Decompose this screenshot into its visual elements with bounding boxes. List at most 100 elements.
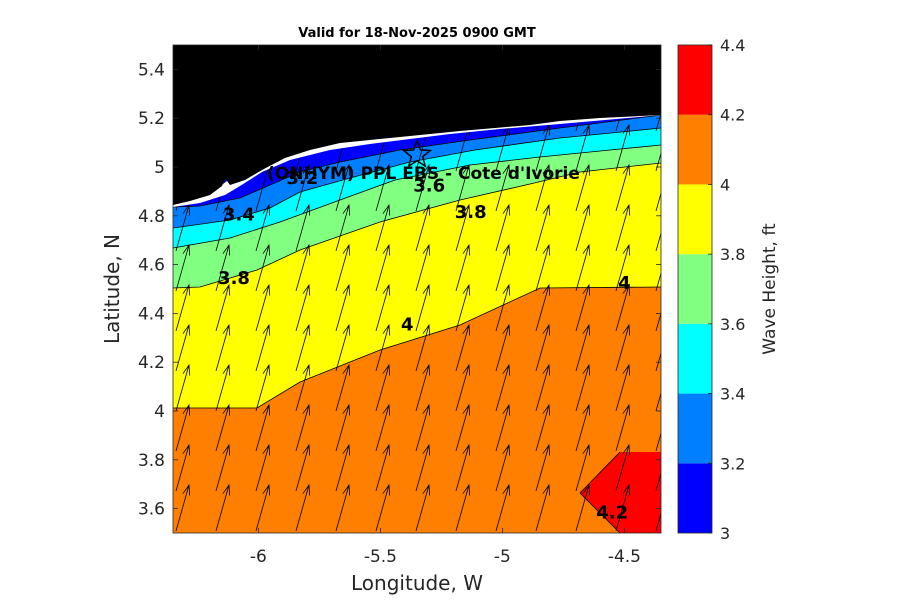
wave-arrow [215,403,231,452]
wave-arrow [575,443,591,492]
colorbar-segment [678,463,712,533]
wave-arrow [295,283,311,332]
wave-arrow [415,443,431,492]
wave-arrow [375,363,391,412]
wave-arrow [455,243,471,292]
wave-arrow [575,123,591,172]
wave-arrow [495,323,511,372]
wave-arrow [175,203,191,252]
wave-arrow [375,243,391,292]
wave-arrow [575,403,591,452]
wave-arrow [335,483,351,532]
wave-arrow [175,283,191,332]
wave-arrow [615,243,631,292]
wave-arrow [455,203,471,252]
colorbar-tick-label: 3.6 [720,315,745,334]
site-star-icon [401,138,433,168]
wave-arrow [455,283,471,332]
wave-arrow [495,483,511,532]
x-tick-label: -6 [250,547,267,567]
wave-arrow [215,363,231,412]
wave-arrow [335,163,351,212]
wave-arrow [615,443,631,492]
wave-arrow [215,243,231,292]
wave-arrow [575,243,591,292]
y-tick-label: 5 [154,158,165,178]
contour-label: 3.2 [286,168,318,189]
wave-arrow [455,323,471,372]
wave-arrow [215,323,231,372]
wave-arrow [295,163,311,212]
wave-arrow [335,363,351,412]
wave-arrow [655,471,661,492]
colorbar-tick-label: 4.2 [720,106,745,125]
wave-arrow [215,283,231,332]
x-axis-ticks: -6 -5.5 -5 -4.5 [250,45,641,567]
wave-arrow [655,191,661,212]
wave-arrow [335,443,351,492]
wave-arrow [295,323,311,372]
colorbar-tick-label: 3.4 [720,385,745,404]
wave-arrow [655,271,661,292]
wave-arrow [575,363,591,412]
colorbar-tick-label: 3.8 [720,245,745,264]
wave-arrow [375,283,391,332]
wave-arrow [495,363,511,412]
y-tick-label: 3.8 [138,451,165,471]
wave-arrow [295,443,311,492]
wave-arrow [535,163,551,212]
wave-arrow [455,163,471,212]
wave-arrow [615,203,631,252]
wave-arrow [655,311,661,332]
wave-arrow [535,443,551,492]
colorbar-segment [678,45,712,115]
wave-arrow [415,243,431,292]
colorbar-segment [678,254,712,324]
wave-arrow [615,283,631,332]
colorbar-frame [677,44,713,534]
wave-arrow [335,203,351,252]
wave-arrow [255,323,271,372]
wave-arrow [495,443,511,492]
colorbar-tick-label: 4.4 [720,36,745,55]
colorbar-tick-label: 3.2 [720,454,745,473]
wave-arrow [655,511,661,532]
wave-arrow [615,45,619,52]
wave-arrow [215,443,231,492]
site-label: (ONHYM) PPL EBS - Cote d'Ivorie [267,164,580,184]
colorbar-label: Wave Height, ft [760,223,780,355]
wave-arrow [655,45,659,52]
wave-arrow [615,323,631,372]
x-axis-label: Longitude, W [351,571,483,595]
wave-arrow [495,203,511,252]
contour-3.6 [173,144,661,249]
wave-arrow [535,483,551,532]
contour-label: 3.8 [218,268,250,289]
wave-arrow [295,483,311,532]
wave-arrow [255,243,271,292]
contour-label: 4 [401,314,414,335]
wave-arrow [455,483,471,532]
wave-arrow [575,283,591,332]
land [173,45,661,205]
wave-arrow [655,431,661,452]
colorbar-segment [678,184,712,255]
wave-arrow [615,483,631,532]
colorbar: 3 3.2 3.4 3.6 3.8 4 4.2 4.4 [677,36,745,543]
wave-arrow [375,483,391,532]
wave-arrow [375,323,391,372]
wave-arrow [335,403,351,452]
wave-arrow [415,163,431,212]
colorbar-tick-label: 4 [720,175,730,194]
wave-arrow [535,203,551,252]
colorbar-segment [678,323,712,394]
y-tick-label: 4.6 [138,256,165,276]
wave-arrow [575,323,591,372]
y-tick-label: 4.8 [138,207,165,227]
chart-title: Valid for 18-Nov-2025 0900 GMT [298,26,536,41]
wave-arrow [335,323,351,372]
wave-arrow [255,363,271,412]
wave-arrow [615,123,631,172]
wave-arrow [415,363,431,412]
